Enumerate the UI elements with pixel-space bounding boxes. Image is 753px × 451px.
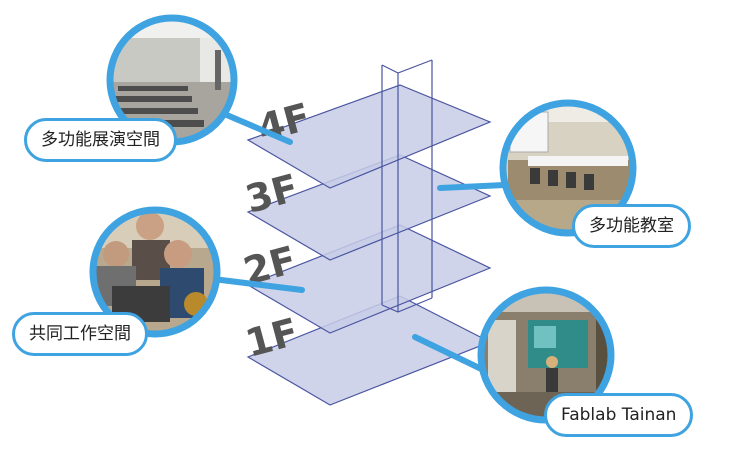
label-exhibition-space: 多功能展演空間 xyxy=(24,118,177,162)
connector-4f xyxy=(212,107,293,145)
connector-3f xyxy=(437,182,508,191)
label-coworking-space: 共同工作空間 xyxy=(12,312,148,356)
label-fablab-tainan: Fablab Tainan xyxy=(544,393,694,437)
connector-2f xyxy=(202,275,305,293)
photo-coworking xyxy=(89,206,221,338)
floor-plate-4f xyxy=(246,84,492,189)
label-classroom: 多功能教室 xyxy=(572,204,691,248)
building-core xyxy=(381,59,433,313)
